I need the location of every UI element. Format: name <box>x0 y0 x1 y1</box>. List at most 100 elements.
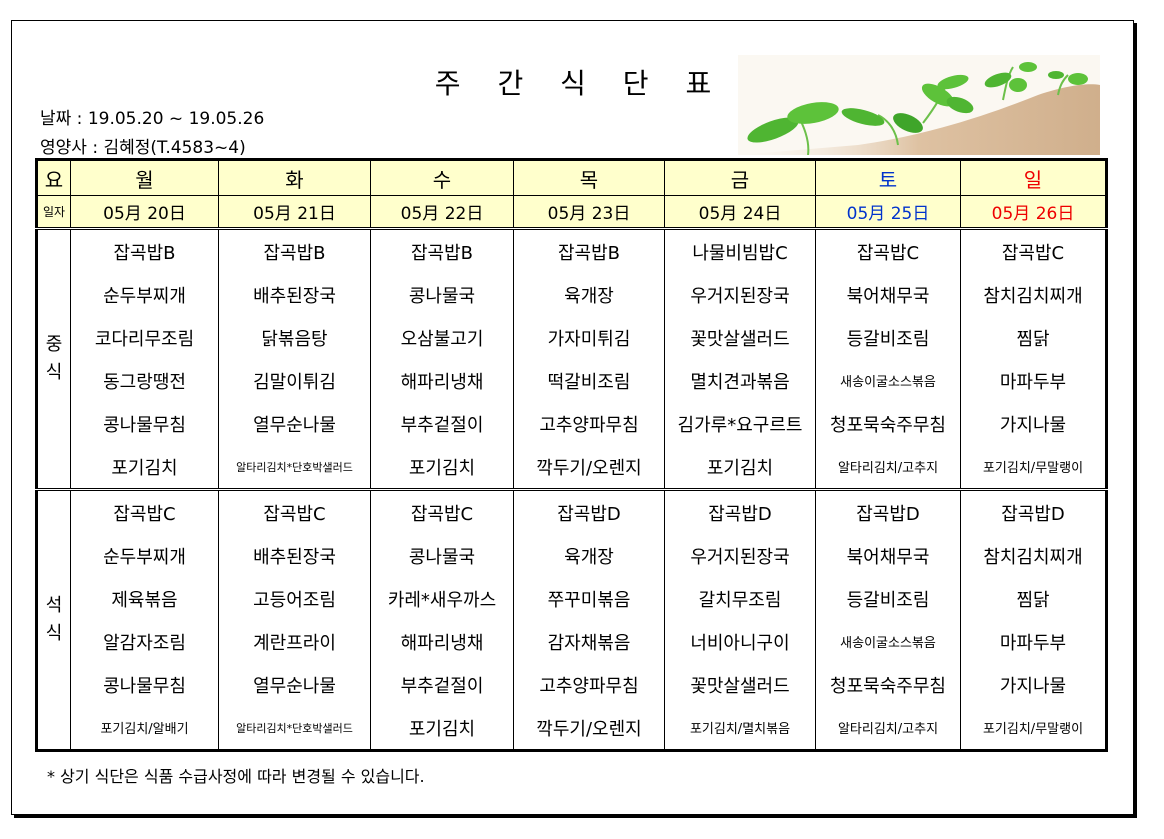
menu-row: 순두부찌개 배추된장국 콩나물국 육개장 우거지된장국 북어채무국 참치김치찌개 <box>37 534 1107 577</box>
menu-row: 순두부찌개 배추된장국 콩나물국 육개장 우거지된장국 북어채무국 참치김치찌개 <box>37 273 1107 316</box>
menu-cell: 잡곡밥B <box>513 228 665 273</box>
menu-cell: 콩나물무침 <box>70 663 219 706</box>
menu-cell: 떡갈비조림 <box>513 359 665 402</box>
menu-cell: 등갈비조림 <box>815 577 961 620</box>
day-wed: 수 <box>370 159 514 196</box>
menu-cell: 잡곡밥B <box>70 228 219 273</box>
menu-cell: 콩나물국 <box>370 534 514 577</box>
menu-cell: 등갈비조림 <box>815 316 961 359</box>
menu-cell: 잡곡밥B <box>370 228 514 273</box>
menu-cell: 육개장 <box>513 273 665 316</box>
menu-cell: 김말이튀김 <box>218 359 371 402</box>
date-sun: 05月 26日 <box>960 195 1107 230</box>
menu-row: 제육볶음 고등어조림 카레*새우까스 쭈꾸미볶음 갈치무조림 등갈비조림 찜닭 <box>37 577 1107 620</box>
menu-cell: 잡곡밥D <box>960 489 1107 534</box>
day-sat: 토 <box>815 159 961 196</box>
menu-cell: 잡곡밥C <box>960 228 1107 273</box>
menu-cell: 청포묵숙주무침 <box>815 402 961 445</box>
day-sun: 일 <box>960 159 1107 196</box>
menu-cell: 잡곡밥C <box>70 489 219 534</box>
menu-cell: 잡곡밥B <box>218 228 371 273</box>
menu-cell: 잡곡밥D <box>815 489 961 534</box>
menu-cell: 해파리냉채 <box>370 620 514 663</box>
menu-cell: 알타리김치*단호박샐러드 <box>218 445 371 491</box>
menu-cell: 꽃맛살샐러드 <box>664 316 816 359</box>
menu-cell: 알타리김치/고추지 <box>815 445 961 491</box>
menu-cell: 고등어조림 <box>218 577 371 620</box>
menu-cell: 콩나물국 <box>370 273 514 316</box>
menu-row: 석 식 잡곡밥C 잡곡밥C 잡곡밥C 잡곡밥D 잡곡밥D 잡곡밥D 잡곡밥D <box>36 489 1107 751</box>
menu-cell: 북어채무국 <box>815 273 961 316</box>
menu-cell: 나물비빔밥C <box>664 228 816 273</box>
menu-cell: 가자미튀김 <box>513 316 665 359</box>
menu-row: 포기김치 알타리김치*단호박샐러드 포기김치 깍두기/오렌지 포기김치 알타리김치/고추지… <box>37 445 1107 491</box>
footer-note: * 상기 식단은 식품 수급사정에 따라 변경될 수 있습니다. <box>47 767 425 786</box>
weekday-row: 요 월 화 수 목 금 토 일 <box>36 159 1107 196</box>
menu-cell: 닭볶음탕 <box>218 316 371 359</box>
menu-cell: 포기김치/멸치볶음 <box>664 706 816 751</box>
menu-cell: 열무순나물 <box>218 663 371 706</box>
menu-cell: 우거지된장국 <box>664 273 816 316</box>
menu-cell: 포기김치/무말랭이 <box>960 706 1107 751</box>
date-fri: 05月 24日 <box>664 195 816 230</box>
menu-cell: 알타리김치/고추지 <box>815 706 961 751</box>
menu-cell: 포기김치/무말랭이 <box>960 445 1107 491</box>
menu-cell: 포기김치 <box>664 445 816 491</box>
menu-cell: 부추겉절이 <box>370 663 514 706</box>
menu-cell: 포기김치 <box>370 706 514 751</box>
menu-cell: 포기김치 <box>70 445 219 491</box>
weekday-label: 요 <box>36 159 71 196</box>
menu-cell: 잡곡밥D <box>513 489 665 534</box>
menu-row: 콩나물무침 열무순나물 부추겉절이 고추양파무침 김가루*요구르트 청포묵숙주무침 가지나물 <box>37 402 1107 445</box>
weekly-menu-table: 요 월 화 수 목 금 토 일 일자 05月 20日 05月 21日 05月 2… <box>35 158 1108 752</box>
menu-cell: 김가루*요구르트 <box>664 402 816 445</box>
menu-cell: 새송이굴소스볶음 <box>815 359 961 402</box>
menu-cell: 알감자조림 <box>70 620 219 663</box>
menu-cell: 우거지된장국 <box>664 534 816 577</box>
menu-cell: 잡곡밥C <box>218 489 371 534</box>
sprouts-illustration-icon <box>738 55 1100 155</box>
menu-cell: 깍두기/오렌지 <box>513 706 665 751</box>
menu-cell: 잡곡밥C <box>815 228 961 273</box>
menu-cell: 잡곡밥D <box>664 489 816 534</box>
menu-cell: 감자채볶음 <box>513 620 665 663</box>
menu-cell: 배추된장국 <box>218 273 371 316</box>
menu-cell: 포기김치/알배기 <box>70 706 219 751</box>
menu-cell: 찜닭 <box>960 316 1107 359</box>
menu-cell: 잡곡밥C <box>370 489 514 534</box>
date-mon: 05月 20日 <box>70 195 219 230</box>
menu-cell: 열무순나물 <box>218 402 371 445</box>
date-range: 날짜 : 19.05.20 ~ 19.05.26 <box>40 109 265 129</box>
date-wed: 05月 22日 <box>370 195 514 230</box>
menu-cell: 배추된장국 <box>218 534 371 577</box>
menu-cell: 가지나물 <box>960 402 1107 445</box>
page-title: 주 간 식 단 표 <box>434 67 726 100</box>
menu-row: 콩나물무침 열무순나물 부추겉절이 고추양파무침 꽃맛살샐러드 청포묵숙주무침 가지나물 <box>37 663 1107 706</box>
menu-cell: 알타리김치*단호박샐러드 <box>218 706 371 751</box>
day-tue: 화 <box>218 159 371 196</box>
menu-row: 동그랑땡전 김말이튀김 해파리냉채 떡갈비조림 멸치견과볶음 새송이굴소스볶음 마파두부 <box>37 359 1107 402</box>
menu-cell: 쭈꾸미볶음 <box>513 577 665 620</box>
day-thu: 목 <box>513 159 665 196</box>
menu-cell: 북어채무국 <box>815 534 961 577</box>
menu-cell: 동그랑땡전 <box>70 359 219 402</box>
date-sat: 05月 25日 <box>815 195 961 230</box>
menu-cell: 제육볶음 <box>70 577 219 620</box>
menu-cell: 카레*새우까스 <box>370 577 514 620</box>
menu-cell: 부추겉절이 <box>370 402 514 445</box>
dietitian-info: 영양사 : 김혜정(T.4583~4) <box>40 138 246 158</box>
menu-cell: 마파두부 <box>960 620 1107 663</box>
menu-cell: 계란프라이 <box>218 620 371 663</box>
menu-cell: 깍두기/오렌지 <box>513 445 665 491</box>
menu-cell: 순두부찌개 <box>70 273 219 316</box>
date-tue: 05月 21日 <box>218 195 371 230</box>
menu-cell: 너비아니구이 <box>664 620 816 663</box>
menu-cell: 청포묵숙주무침 <box>815 663 961 706</box>
menu-cell: 육개장 <box>513 534 665 577</box>
menu-row: 코다리무조림 닭볶음탕 오삼불고기 가자미튀김 꽃맛살샐러드 등갈비조림 찜닭 <box>37 316 1107 359</box>
menu-cell: 고추양파무침 <box>513 663 665 706</box>
menu-row: 알감자조림 계란프라이 해파리냉채 감자채볶음 너비아니구이 새송이굴소스볶음 마파두부 <box>37 620 1107 663</box>
menu-cell: 오삼불고기 <box>370 316 514 359</box>
